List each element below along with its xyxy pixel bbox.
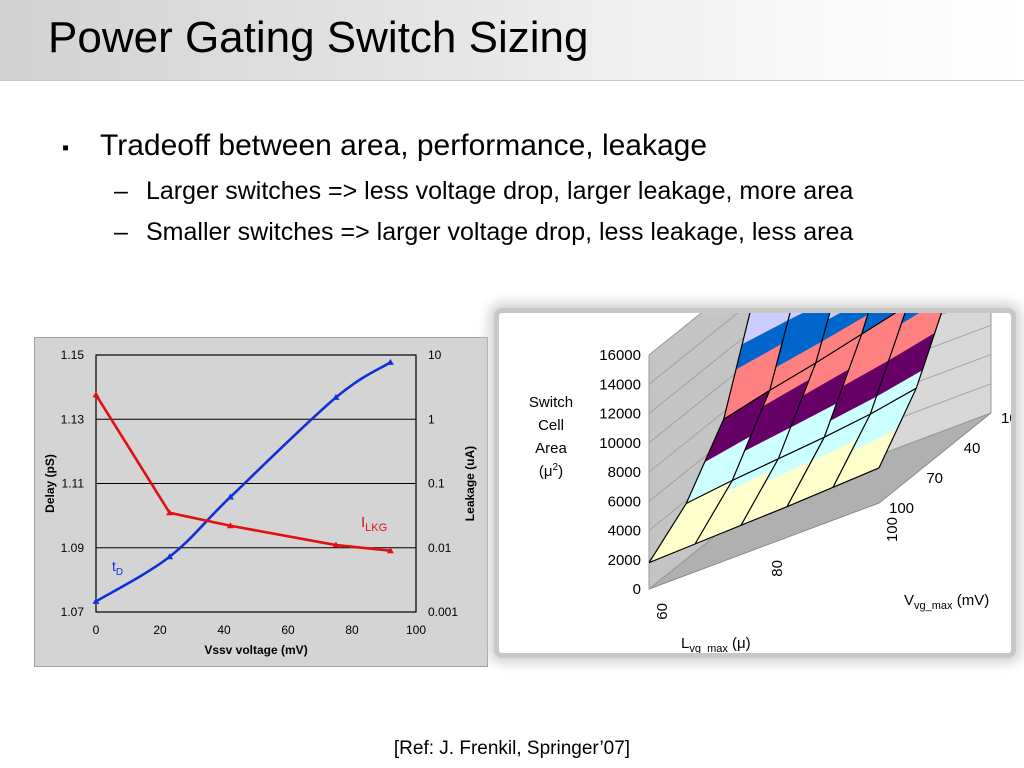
mesh-line (648, 467, 880, 564)
y2-tick-label: 0.01 (428, 541, 452, 555)
y-tick-label: 1.11 (62, 477, 85, 491)
x-tick-label: 80 (345, 623, 359, 637)
z-tick-label: 4000 (608, 523, 641, 540)
z-tick-label: 2000 (608, 552, 641, 569)
data-point (332, 393, 340, 400)
y2-tick-label: 0.1 (428, 477, 445, 491)
z-tick-label: 0 (633, 581, 641, 598)
y-tick-label: 1.09 (61, 541, 85, 555)
y2-tick-label: 0.001 (428, 605, 458, 619)
surface-cell (900, 313, 920, 325)
z-tick-label: 6000 (608, 493, 641, 510)
z-axis-label: Cell (538, 417, 564, 434)
z-tick-label: 12000 (599, 406, 641, 423)
data-point (166, 553, 174, 560)
z-tick-label: 8000 (608, 464, 641, 481)
x-tick-label: 20 (153, 623, 167, 637)
y-tick-label: 40 (964, 440, 981, 457)
x-axis-label: Lvg_max (μ) (681, 635, 751, 653)
mesh-line (786, 313, 869, 507)
x-axis-label: Vssv voltage (mV) (204, 643, 307, 657)
mesh-line (648, 313, 751, 564)
x-tick-label: 100 (884, 517, 901, 542)
data-point (92, 391, 100, 398)
y-tick-label: 10 (1001, 410, 1011, 427)
y-axis-label: Delay (pS) (43, 454, 57, 513)
data-point (332, 541, 340, 548)
surface-cell (747, 313, 761, 320)
surface-cell (827, 313, 841, 320)
data-point (386, 358, 394, 365)
reference-citation: [Ref: J. Frenkil, Springer’07] (393, 738, 631, 759)
slide-title: Power Gating Switch Sizing (48, 13, 589, 62)
mesh-line (686, 387, 917, 504)
mesh-line (694, 313, 791, 545)
sub-bullet-1: Larger switches => less voltage drop, la… (146, 177, 854, 205)
mesh-line (832, 313, 906, 488)
z-tick-label: 16000 (599, 347, 641, 364)
series-label-tD: tD (112, 558, 123, 578)
bullet-marker: ▪ (62, 137, 70, 159)
y-tick-label: 1.15 (61, 348, 85, 362)
x-tick-label: 0 (93, 623, 100, 637)
z-tick-label: 10000 (599, 435, 641, 452)
data-point (166, 509, 174, 516)
y2-tick-label: 1 (428, 412, 435, 426)
gridline (648, 313, 702, 356)
x-tick-label: 40 (217, 623, 231, 637)
title-bar: Power Gating Switch Sizing (0, 0, 1024, 81)
mesh-line (723, 313, 897, 420)
y-tick-label: 1.07 (61, 605, 85, 619)
x-tick-label: 80 (769, 560, 786, 577)
plot-area (95, 354, 417, 613)
gridline (648, 313, 739, 385)
mesh-line (878, 313, 943, 469)
bullet-text: Tradeoff between area, performance, leak… (100, 129, 708, 162)
mesh-line (740, 313, 831, 526)
x-tick-label: 60 (654, 603, 671, 620)
data-point (226, 522, 234, 529)
data-point (92, 597, 100, 604)
y-axis-label: Vvg_max (mV) (904, 592, 989, 612)
surface-cell (787, 313, 803, 321)
y-tick-label: 1.13 (61, 412, 85, 426)
z-axis-label: Area (535, 440, 567, 457)
y2-tick-label: 10 (428, 348, 442, 362)
y-tick-label: 70 (926, 470, 943, 487)
data-point (386, 547, 394, 554)
y2-axis-label: Leakage (uA) (463, 446, 477, 521)
y-tick-label: 100 (889, 500, 914, 517)
data-point (226, 493, 234, 500)
sub-bullet-dash: – (114, 218, 128, 246)
z-axis-label: Switch (529, 394, 573, 411)
sub-bullet-2: Smaller switches => larger voltage drop,… (146, 218, 854, 246)
x-tick-label: 100 (406, 623, 426, 637)
sub-bullet-dash: – (114, 177, 128, 205)
z-tick-label: 14000 (599, 376, 641, 393)
series-label-ILKG: ILKG (361, 514, 387, 534)
x-tick-label: 60 (281, 623, 295, 637)
switch-area-surface-chart: 0 2000 4000 6000 8000 10000 12000 14000 16000 60 8… (529, 313, 1011, 653)
z-axis-label: (μ2) (539, 462, 563, 480)
chart-background (34, 337, 488, 667)
